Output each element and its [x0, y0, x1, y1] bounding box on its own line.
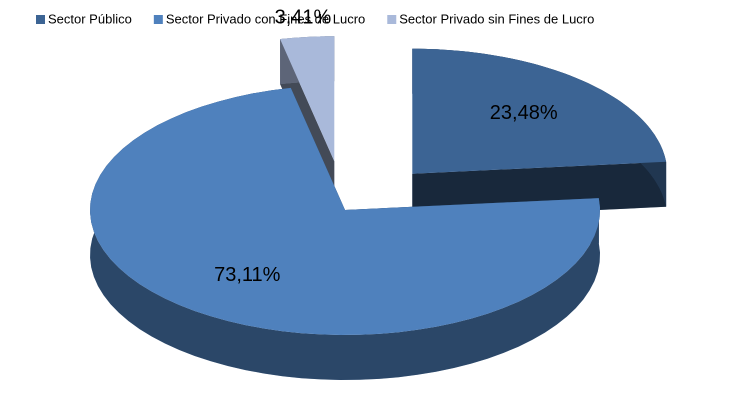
legend: Sector Público Sector Privado con Fines d…: [36, 11, 594, 26]
legend-swatch: [153, 15, 163, 24]
legend-swatch: [36, 15, 45, 24]
data-label: 3,41%: [275, 7, 332, 29]
legend-label: Sector Privado con Fines de Lucro: [166, 11, 365, 26]
legend-swatch: [387, 15, 397, 24]
legend-label: Sector Privado sin Fines de Lucro: [399, 11, 594, 26]
slice-tops: [90, 36, 667, 336]
slice: [280, 36, 335, 162]
data-label: 23,48%: [490, 102, 558, 124]
legend-label: Sector Público: [48, 11, 132, 26]
data-label: 73,11%: [214, 264, 281, 286]
slice: [412, 48, 667, 174]
slice: [90, 87, 600, 336]
